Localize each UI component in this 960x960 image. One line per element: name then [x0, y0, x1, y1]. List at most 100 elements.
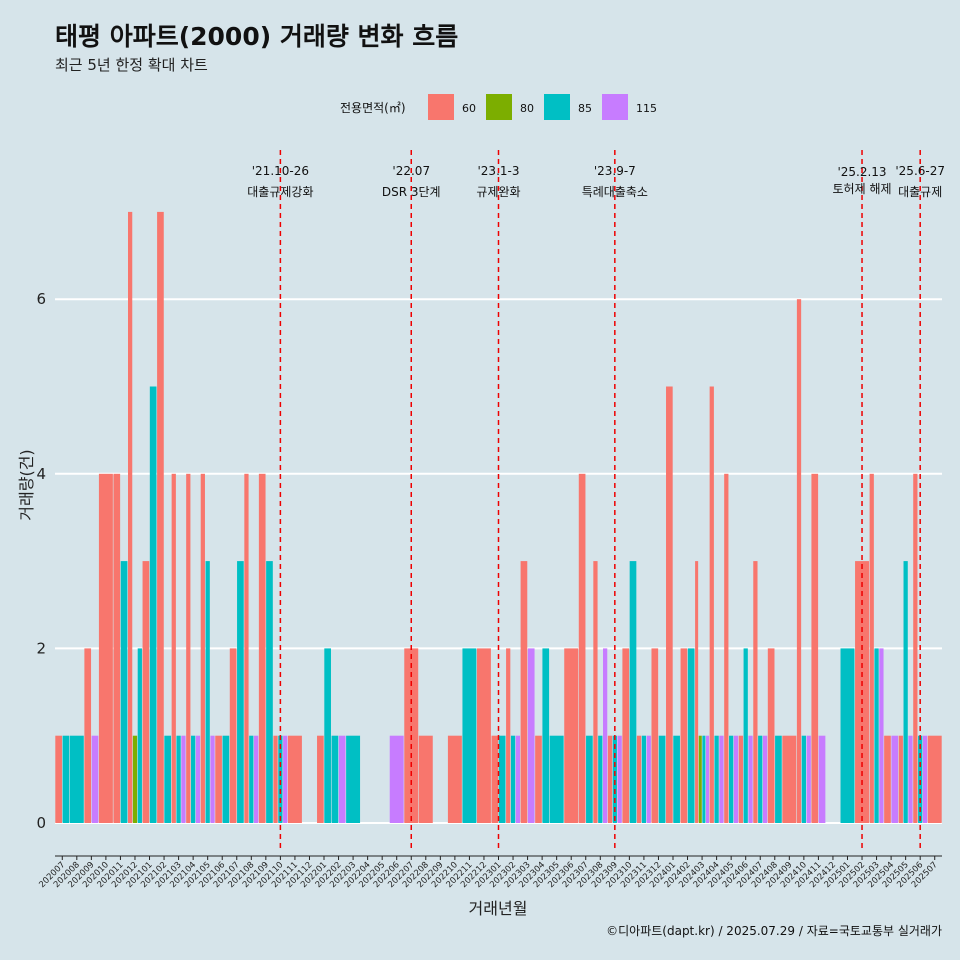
legend-key-80 — [486, 94, 512, 120]
bar-202105-85 — [205, 561, 210, 823]
bar-202107-85 — [237, 561, 244, 823]
bar-202403-60 — [695, 561, 699, 823]
bar-202410-85 — [801, 735, 806, 823]
bar-202404-60 — [709, 386, 714, 823]
bar-202504-115 — [891, 735, 899, 823]
bar-202304-85 — [542, 648, 550, 823]
bar-202106-85 — [222, 735, 230, 823]
bar-202402-85 — [687, 648, 695, 823]
bar-202402-60 — [680, 648, 688, 823]
bar-202202-85 — [331, 735, 339, 823]
bar-202506-60 — [913, 473, 918, 823]
bar-202505-115 — [908, 735, 913, 823]
bar-202501-85 — [840, 648, 855, 823]
bar-202007-60 — [55, 735, 62, 823]
event-markers: '21.10-26 대출규제강화 '22.07 DSR 3단계 '23.1-3 규제완화 '… — [247, 150, 945, 852]
bar-202009-60 — [84, 648, 92, 823]
bar-202404-115 — [719, 735, 724, 823]
bar-202106-60 — [215, 735, 222, 823]
bar-202110-60 — [273, 735, 278, 823]
bar-202206-115 — [389, 735, 404, 823]
bar-202308-60 — [593, 561, 598, 823]
legend-label-115: 115 — [636, 102, 657, 115]
bar-202304-60 — [535, 735, 542, 823]
legend-label-85: 85 — [578, 102, 592, 115]
bar-202309-85 — [612, 735, 617, 823]
event-date: '25.6-27 — [895, 164, 945, 178]
event-label: 대출규제 — [898, 185, 942, 199]
chart-title: 태평 아파트(2000) 거래량 변화 흐름 — [55, 22, 458, 51]
y-tick-label: 4 — [36, 465, 46, 483]
bar-202101-60 — [142, 561, 150, 823]
bar-202110-85 — [278, 735, 283, 823]
bar-202208-60 — [418, 735, 433, 823]
bar-202111-60 — [287, 735, 302, 823]
bar-202305-85 — [549, 735, 564, 823]
y-tick-label: 0 — [36, 814, 46, 832]
bar-202302-60 — [506, 648, 511, 823]
bar-202108-60 — [244, 473, 249, 823]
bar-202104-60 — [186, 473, 191, 823]
bars — [55, 211, 942, 823]
bar-202103-85 — [176, 735, 181, 823]
bar-202407-60 — [753, 561, 758, 823]
bar-202011-60 — [113, 473, 121, 823]
bar-202012-85 — [137, 648, 142, 823]
event-label: 특례대출축소 — [582, 185, 648, 199]
x-axis: 2020072020082020092020102020112020122021… — [37, 855, 942, 890]
bar-202408-60 — [767, 648, 775, 823]
event-label: 규제완화 — [476, 185, 520, 199]
bar-202109-85 — [266, 561, 273, 823]
bar-202307-85 — [586, 735, 593, 823]
bar-202308-115 — [603, 648, 608, 823]
bar-202201-60 — [317, 735, 324, 823]
bar-202302-85 — [510, 735, 516, 823]
bar-202203-85 — [346, 735, 361, 823]
bar-202201-85 — [324, 648, 331, 823]
bar-202012-60 — [128, 211, 133, 823]
bar-202109-60 — [258, 473, 266, 823]
bar-202506-85 — [918, 735, 923, 823]
bar-202310-60 — [622, 648, 630, 823]
legend-label-80: 80 — [520, 102, 534, 115]
bar-202311-115 — [646, 735, 651, 823]
bar-202504-60 — [884, 735, 891, 823]
bar-202110-115 — [283, 735, 288, 823]
bar-202410-115 — [806, 735, 811, 823]
bar-202310-85 — [629, 561, 637, 823]
bar-202105-115 — [210, 735, 215, 823]
event-label: 대출규제강화 — [247, 185, 313, 199]
bar-202107-60 — [229, 648, 237, 823]
bar-202303-115 — [527, 648, 535, 823]
bar-202202-115 — [338, 735, 346, 823]
bar-202011-85 — [120, 561, 128, 823]
bar-202411-60 — [811, 473, 819, 823]
bar-202407-85 — [758, 735, 763, 823]
bar-202309-115 — [617, 735, 622, 823]
event-date: '23.9-7 — [594, 164, 636, 178]
legend: 전용면적(㎡) 60 80 85 115 — [340, 94, 657, 120]
bar-202312-85 — [658, 735, 666, 823]
bar-202104-85 — [191, 735, 196, 823]
bar-202302-115 — [515, 735, 521, 823]
bar-202405-115 — [733, 735, 739, 823]
legend-label-60: 60 — [462, 102, 476, 115]
bar-202012-80 — [132, 735, 138, 823]
event-date: '22.07 — [392, 164, 430, 178]
bar-202407-115 — [762, 735, 768, 823]
bar-202505-85 — [903, 561, 908, 823]
bar-202301-85 — [498, 735, 506, 823]
bar-202306-60 — [564, 648, 579, 823]
bar-202405-60 — [724, 473, 729, 823]
bar-202506-115 — [922, 735, 928, 823]
legend-key-85 — [544, 94, 570, 120]
bar-202409-60 — [782, 735, 797, 823]
bar-202104-115 — [195, 735, 201, 823]
bar-202101-85 — [149, 386, 157, 823]
y-axis: 0 2 4 6 — [36, 290, 46, 832]
bar-202311-85 — [641, 735, 647, 823]
bar-202010-60 — [98, 473, 113, 823]
event-label: 토허제 해제 — [833, 182, 892, 196]
legend-key-60 — [428, 94, 454, 120]
